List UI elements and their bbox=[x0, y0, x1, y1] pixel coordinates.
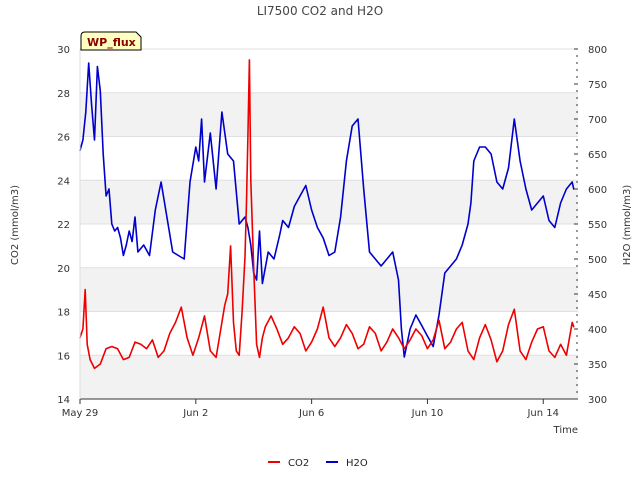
right-y-tick-label: 600 bbox=[588, 185, 607, 196]
right-y-axis-title: H2O (mmol/m3) bbox=[622, 185, 633, 266]
plot-band bbox=[80, 180, 578, 224]
right-y-tick-label: 450 bbox=[588, 290, 607, 301]
left-y-tick-label: 14 bbox=[57, 395, 70, 406]
left-y-tick-label: 26 bbox=[57, 133, 70, 144]
x-axis-title: Time bbox=[553, 425, 578, 436]
right-y-tick-label: 750 bbox=[588, 80, 607, 91]
series-layer bbox=[79, 59, 575, 370]
right-y-axis-ticks: 300 350 400 450 500 550 600 650 700 750 800 bbox=[574, 45, 607, 406]
left-y-tick-label: 22 bbox=[57, 220, 70, 231]
left-y-tick-label: 24 bbox=[57, 176, 70, 187]
x-axis-ticks: May 29 Jun 2 Jun 6 Jun 10 Jun 14 bbox=[62, 399, 559, 419]
series-line-h2o bbox=[79, 62, 575, 358]
x-tick-label: Jun 10 bbox=[411, 408, 444, 419]
x-tick-label: Jun 6 bbox=[298, 408, 324, 419]
plot-band bbox=[80, 355, 578, 399]
left-y-tick-label: 18 bbox=[57, 308, 70, 319]
left-y-axis-title: CO2 (mmol/m3) bbox=[10, 185, 21, 265]
left-y-axis-ticks: 14 16 18 20 22 24 26 28 30 bbox=[57, 45, 70, 406]
grid-lines bbox=[80, 48, 578, 400]
left-y-tick-label: 28 bbox=[57, 89, 70, 100]
right-y-tick-label: 800 bbox=[588, 45, 607, 56]
series-line-co2 bbox=[79, 59, 575, 370]
legend: CO2 H2O bbox=[268, 458, 368, 469]
axes bbox=[79, 49, 578, 400]
right-y-tick-label: 400 bbox=[588, 325, 607, 336]
x-tick-label: May 29 bbox=[62, 408, 99, 419]
site-badge: WP_flux bbox=[80, 31, 142, 51]
right-y-tick-label: 500 bbox=[588, 255, 607, 266]
chart-title: LI7500 CO2 and H2O bbox=[257, 4, 383, 18]
right-y-tick-label: 650 bbox=[588, 150, 607, 161]
left-y-tick-label: 30 bbox=[57, 45, 70, 56]
right-y-tick-label: 700 bbox=[588, 115, 607, 126]
badge-label: WP_flux bbox=[87, 36, 136, 49]
legend-co2-label: CO2 bbox=[288, 458, 309, 469]
right-y-tick-label: 550 bbox=[588, 220, 607, 231]
left-y-tick-label: 16 bbox=[57, 351, 70, 362]
right-y-tick-label: 350 bbox=[588, 360, 607, 371]
plot-band bbox=[80, 267, 578, 312]
x-tick-label: Jun 14 bbox=[526, 408, 559, 419]
plot-bands bbox=[80, 92, 578, 399]
left-y-tick-label: 20 bbox=[57, 264, 70, 275]
plot-band bbox=[80, 92, 578, 137]
right-y-tick-label: 300 bbox=[588, 395, 607, 406]
legend-h2o-label: H2O bbox=[346, 458, 368, 469]
badge-shape bbox=[80, 31, 142, 51]
x-tick-label: Jun 2 bbox=[182, 408, 208, 419]
